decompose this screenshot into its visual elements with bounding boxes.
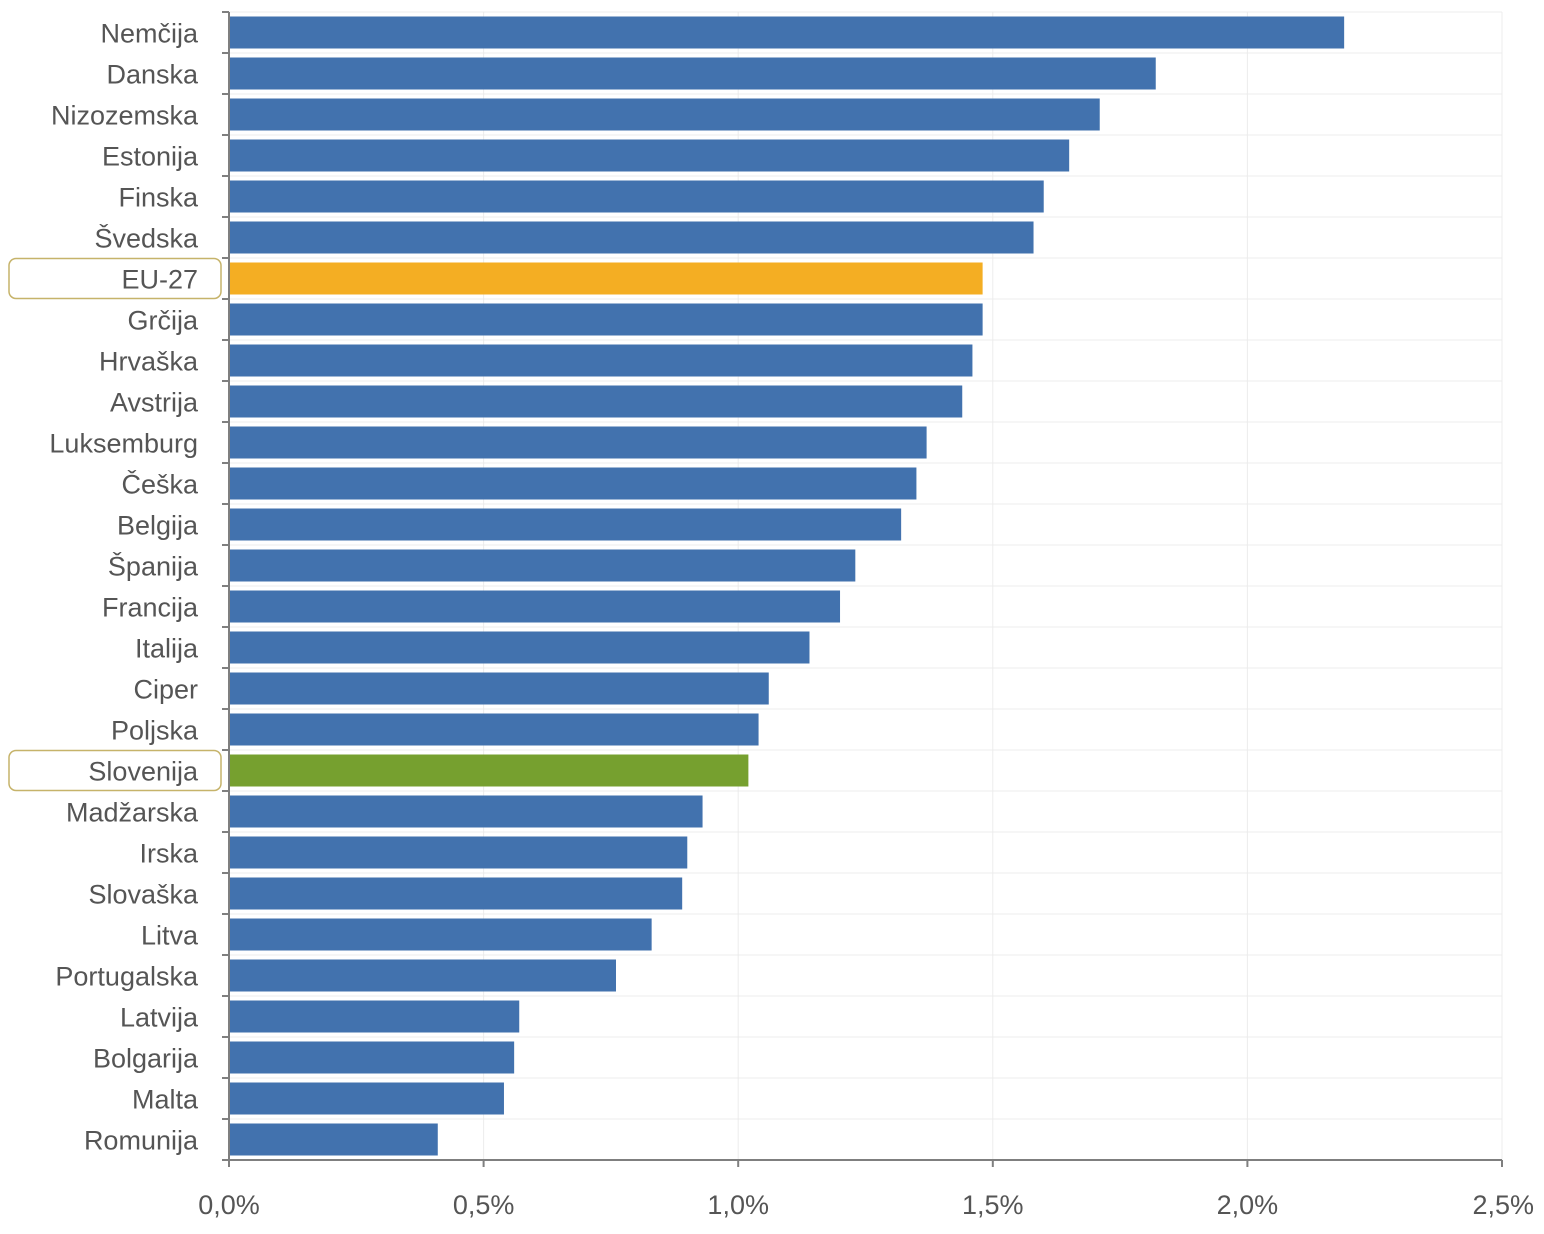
bar-bolgarija xyxy=(230,1041,515,1074)
bar--vedska xyxy=(230,221,1034,254)
category-label: Irska xyxy=(139,839,198,869)
bar-estonija xyxy=(230,139,1070,172)
x-tick-label: 2,5% xyxy=(1472,1190,1534,1220)
bar-malta xyxy=(230,1082,504,1115)
bar--panija xyxy=(230,549,856,582)
bar-poljska xyxy=(230,713,759,746)
category-label: Francija xyxy=(102,593,199,623)
category-label: Avstrija xyxy=(110,388,199,418)
category-label: Romunija xyxy=(84,1126,199,1156)
bars xyxy=(230,16,1345,1156)
category-label: EU-27 xyxy=(121,265,198,295)
bar-luksemburg xyxy=(230,426,927,459)
bar-nem-ija xyxy=(230,16,1345,49)
category-label: Portugalska xyxy=(55,962,199,992)
bar-hrva-ka xyxy=(230,344,973,377)
bar-mad-arska xyxy=(230,795,703,828)
category-label: Švedska xyxy=(94,223,199,254)
x-tick-label: 1,0% xyxy=(707,1190,769,1220)
bar-francija xyxy=(230,590,841,623)
category-label: Slovenija xyxy=(88,757,199,787)
bar-finska xyxy=(230,180,1044,213)
category-label: Belgija xyxy=(117,511,199,541)
category-label: Ciper xyxy=(133,675,198,705)
bar-irska xyxy=(230,836,688,869)
category-label: Slovaška xyxy=(88,880,199,910)
category-label: Estonija xyxy=(102,142,199,172)
category-label: Litva xyxy=(141,921,199,951)
x-tick-label: 0,5% xyxy=(453,1190,515,1220)
bar-slovenija xyxy=(230,754,749,787)
category-label: Hrvaška xyxy=(99,347,199,377)
category-label: Latvija xyxy=(120,1003,199,1033)
bar-eu-27 xyxy=(230,262,983,295)
category-label: Bolgarija xyxy=(93,1044,199,1074)
category-label: Italija xyxy=(135,634,199,664)
highlight-box-slovenija xyxy=(8,749,222,792)
category-label: Finska xyxy=(118,183,199,213)
bar-slova-ka xyxy=(230,877,683,910)
category-label: Poljska xyxy=(111,716,199,746)
category-label: Nizozemska xyxy=(51,101,199,131)
bar-avstrija xyxy=(230,385,963,418)
x-tick-label: 0,0% xyxy=(198,1190,260,1220)
category-label: Luksemburg xyxy=(49,429,198,459)
category-label: Češka xyxy=(121,469,199,500)
axes xyxy=(222,11,1503,1167)
bar-portugalska xyxy=(230,959,616,992)
bar--e-ka xyxy=(230,467,917,500)
category-label: Danska xyxy=(106,60,199,90)
bar-romunija xyxy=(230,1123,438,1156)
bar-gr-ija xyxy=(230,303,983,336)
bar-ciper xyxy=(230,672,769,705)
category-label: Malta xyxy=(132,1085,199,1115)
highlight-box-eu-27 xyxy=(8,257,222,300)
category-label: Španija xyxy=(108,551,199,582)
bar-italija xyxy=(230,631,810,664)
x-tick-labels: 0,0% 0,5% 1,0% 1,5% 2,0% 2,5% xyxy=(198,1190,1534,1220)
bar-danska xyxy=(230,57,1156,90)
highlight-boxes xyxy=(8,257,222,792)
x-tick-label: 1,5% xyxy=(962,1190,1024,1220)
category-label: Nemčija xyxy=(100,19,199,49)
bar-belgija xyxy=(230,508,902,541)
category-label: Grčija xyxy=(127,306,198,336)
bar-latvija xyxy=(230,1000,520,1033)
bar-nizozemska xyxy=(230,98,1100,131)
x-tick-label: 2,0% xyxy=(1217,1190,1279,1220)
category-labels: Nemčija Danska Nizozemska Estonija Finska Šve… xyxy=(49,19,199,1156)
category-label: Madžarska xyxy=(66,798,199,828)
bar-litva xyxy=(230,918,652,951)
